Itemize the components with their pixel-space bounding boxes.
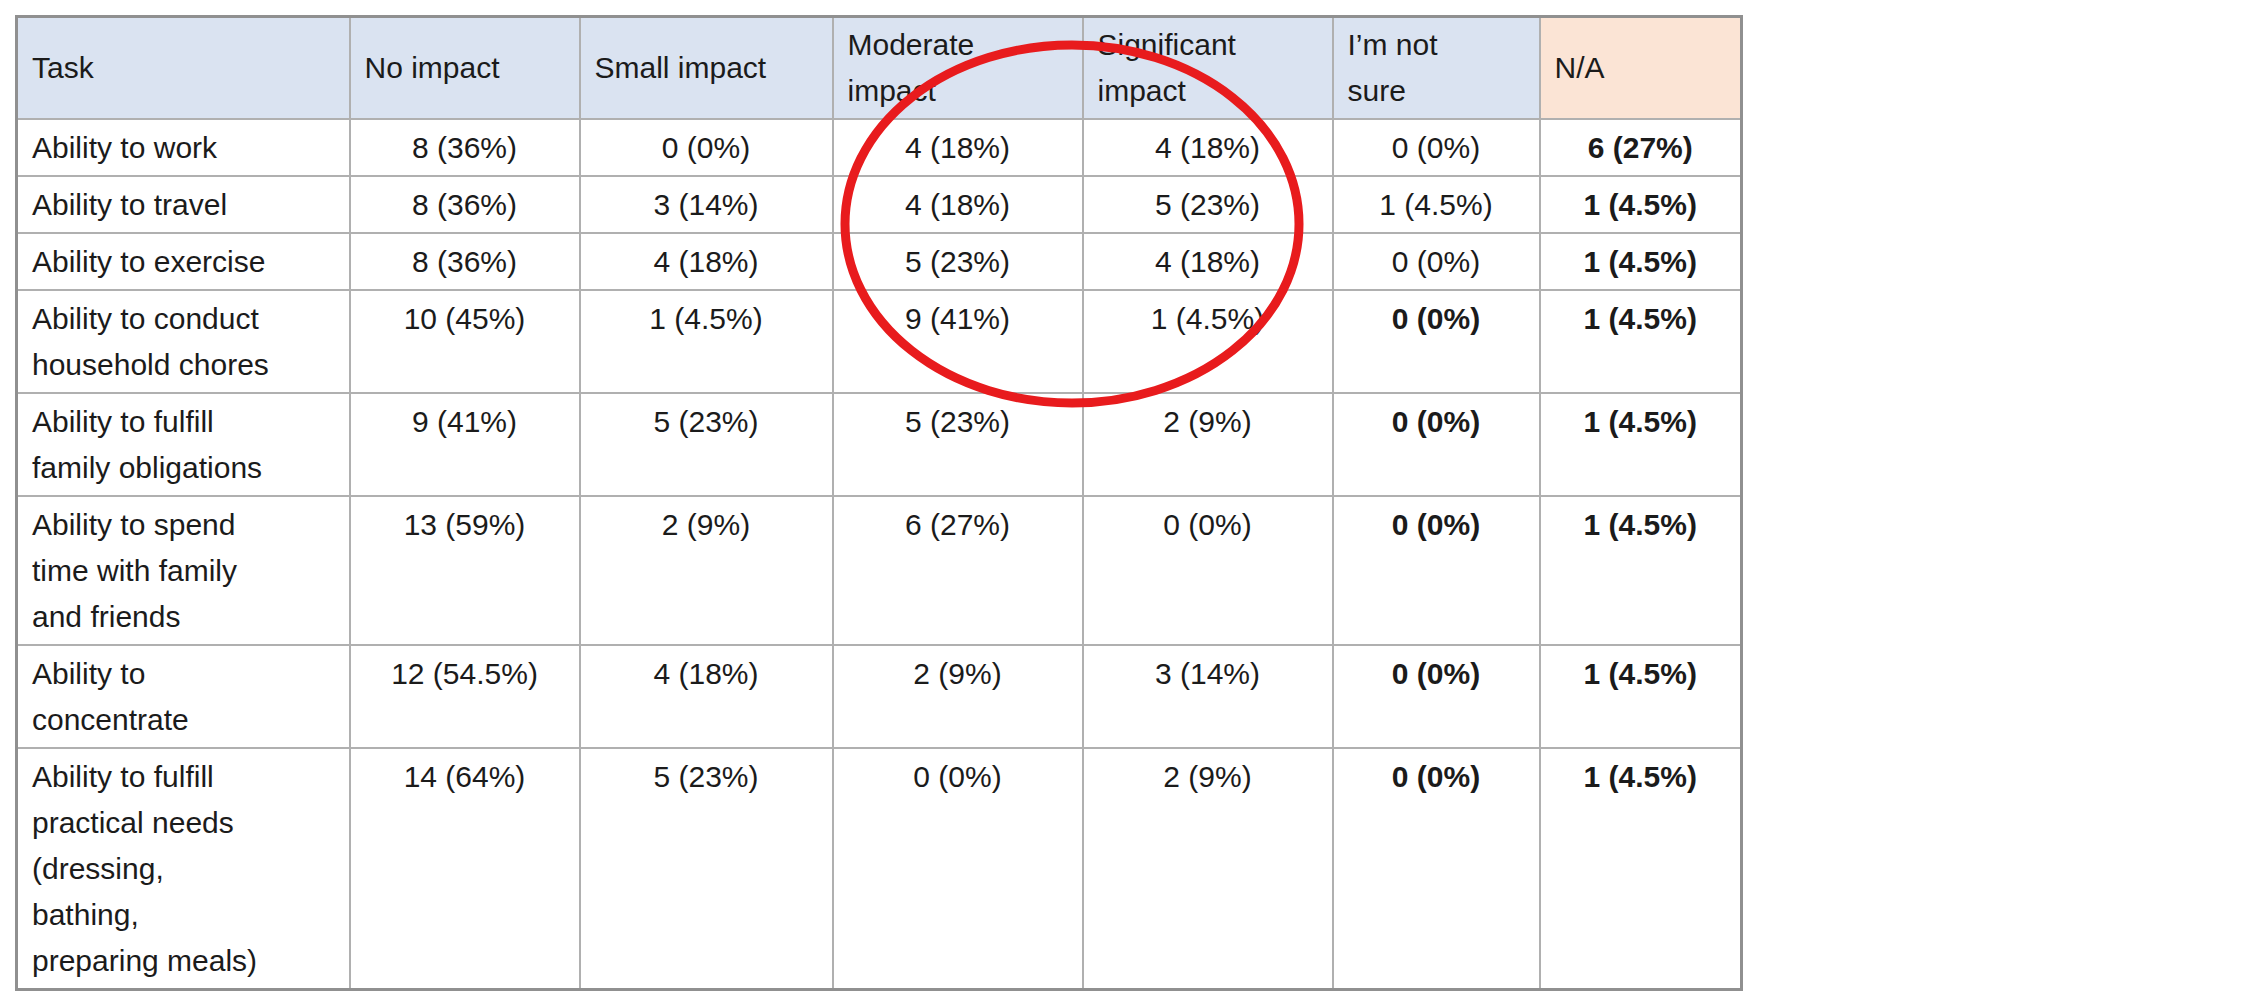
- column-header-significant-impact: Significant impact: [1083, 17, 1333, 120]
- value-cell: 10 (45%): [350, 290, 580, 393]
- column-header-no-impact: No impact: [350, 17, 580, 120]
- table-row: Ability to spend time with family and fr…: [17, 496, 1742, 645]
- value-cell: 8 (36%): [350, 233, 580, 290]
- value-cell: 13 (59%): [350, 496, 580, 645]
- task-cell: Ability to fulfill family obligations: [17, 393, 350, 496]
- table-row: Ability to work8 (36%)0 (0%)4 (18%)4 (18…: [17, 119, 1742, 176]
- table-row: Ability to fulfill practical needs (dres…: [17, 748, 1742, 990]
- value-cell: 1 (4.5%): [1540, 748, 1742, 990]
- value-cell: 0 (0%): [1333, 645, 1540, 748]
- table-row: Ability to conduct household chores10 (4…: [17, 290, 1742, 393]
- value-cell: 5 (23%): [580, 748, 833, 990]
- value-cell: 3 (14%): [1083, 645, 1333, 748]
- value-cell: 2 (9%): [1083, 748, 1333, 990]
- value-cell: 14 (64%): [350, 748, 580, 990]
- value-cell: 4 (18%): [580, 645, 833, 748]
- task-cell: Ability to travel: [17, 176, 350, 233]
- column-header-task: Task: [17, 17, 350, 120]
- column-header-moderate-impact: Moderate impact: [833, 17, 1083, 120]
- header-row: TaskNo impactSmall impactModerate impact…: [17, 17, 1742, 120]
- table-row: Ability to travel8 (36%)3 (14%)4 (18%)5 …: [17, 176, 1742, 233]
- value-cell: 1 (4.5%): [1540, 290, 1742, 393]
- column-header-im-not-sure: I’m not sure: [1333, 17, 1540, 120]
- value-cell: 6 (27%): [833, 496, 1083, 645]
- document-page: TaskNo impactSmall impactModerate impact…: [0, 0, 2250, 995]
- table-row: Ability to fulfill family obligations9 (…: [17, 393, 1742, 496]
- task-cell: Ability to conduct household chores: [17, 290, 350, 393]
- value-cell: 9 (41%): [350, 393, 580, 496]
- value-cell: 1 (4.5%): [1540, 233, 1742, 290]
- value-cell: 1 (4.5%): [1083, 290, 1333, 393]
- value-cell: 2 (9%): [833, 645, 1083, 748]
- value-cell: 5 (23%): [833, 393, 1083, 496]
- value-cell: 0 (0%): [1333, 393, 1540, 496]
- value-cell: 5 (23%): [1083, 176, 1333, 233]
- table-row: Ability to concentrate12 (54.5%)4 (18%)2…: [17, 645, 1742, 748]
- value-cell: 0 (0%): [1333, 233, 1540, 290]
- value-cell: 8 (36%): [350, 119, 580, 176]
- value-cell: 0 (0%): [1333, 119, 1540, 176]
- value-cell: 0 (0%): [580, 119, 833, 176]
- table-body: Ability to work8 (36%)0 (0%)4 (18%)4 (18…: [17, 119, 1742, 990]
- value-cell: 12 (54.5%): [350, 645, 580, 748]
- value-cell: 0 (0%): [833, 748, 1083, 990]
- value-cell: 0 (0%): [1333, 290, 1540, 393]
- value-cell: 1 (4.5%): [1540, 645, 1742, 748]
- task-cell: Ability to spend time with family and fr…: [17, 496, 350, 645]
- value-cell: 8 (36%): [350, 176, 580, 233]
- value-cell: 9 (41%): [833, 290, 1083, 393]
- value-cell: 1 (4.5%): [1540, 496, 1742, 645]
- table-row: Ability to exercise8 (36%)4 (18%)5 (23%)…: [17, 233, 1742, 290]
- value-cell: 2 (9%): [580, 496, 833, 645]
- value-cell: 4 (18%): [580, 233, 833, 290]
- impact-table: TaskNo impactSmall impactModerate impact…: [15, 15, 1743, 991]
- value-cell: 2 (9%): [1083, 393, 1333, 496]
- task-cell: Ability to concentrate: [17, 645, 350, 748]
- value-cell: 0 (0%): [1333, 496, 1540, 645]
- value-cell: 4 (18%): [1083, 233, 1333, 290]
- value-cell: 0 (0%): [1333, 748, 1540, 990]
- task-cell: Ability to fulfill practical needs (dres…: [17, 748, 350, 990]
- value-cell: 1 (4.5%): [1540, 176, 1742, 233]
- value-cell: 0 (0%): [1083, 496, 1333, 645]
- value-cell: 4 (18%): [833, 176, 1083, 233]
- value-cell: 4 (18%): [1083, 119, 1333, 176]
- value-cell: 6 (27%): [1540, 119, 1742, 176]
- value-cell: 5 (23%): [833, 233, 1083, 290]
- table-header: TaskNo impactSmall impactModerate impact…: [17, 17, 1742, 120]
- value-cell: 1 (4.5%): [580, 290, 833, 393]
- value-cell: 1 (4.5%): [1540, 393, 1742, 496]
- value-cell: 3 (14%): [580, 176, 833, 233]
- column-header-na: N/A: [1540, 17, 1742, 120]
- value-cell: 5 (23%): [580, 393, 833, 496]
- value-cell: 1 (4.5%): [1333, 176, 1540, 233]
- column-header-small-impact: Small impact: [580, 17, 833, 120]
- task-cell: Ability to work: [17, 119, 350, 176]
- task-cell: Ability to exercise: [17, 233, 350, 290]
- value-cell: 4 (18%): [833, 119, 1083, 176]
